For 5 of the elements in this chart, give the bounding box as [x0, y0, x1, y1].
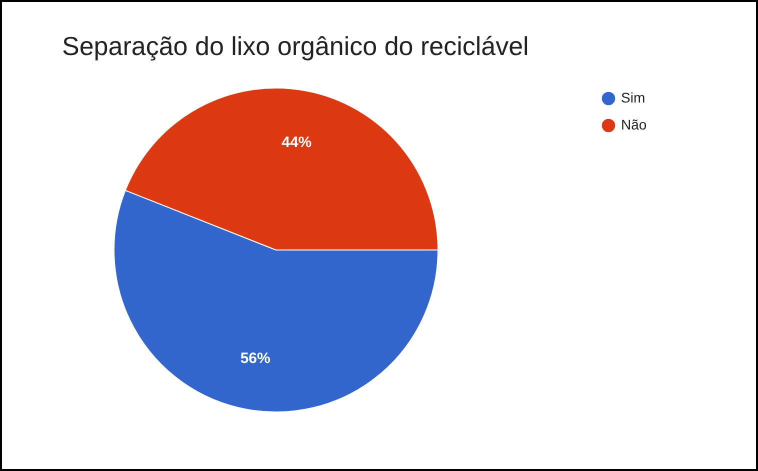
legend-label: Não: [621, 116, 647, 132]
data-label: 56%: [240, 350, 270, 368]
data-label: 44%: [282, 134, 312, 151]
legend-label: Sim: [621, 90, 646, 106]
chart-title: Separação do lixo orgânico do reciclável: [62, 31, 529, 61]
